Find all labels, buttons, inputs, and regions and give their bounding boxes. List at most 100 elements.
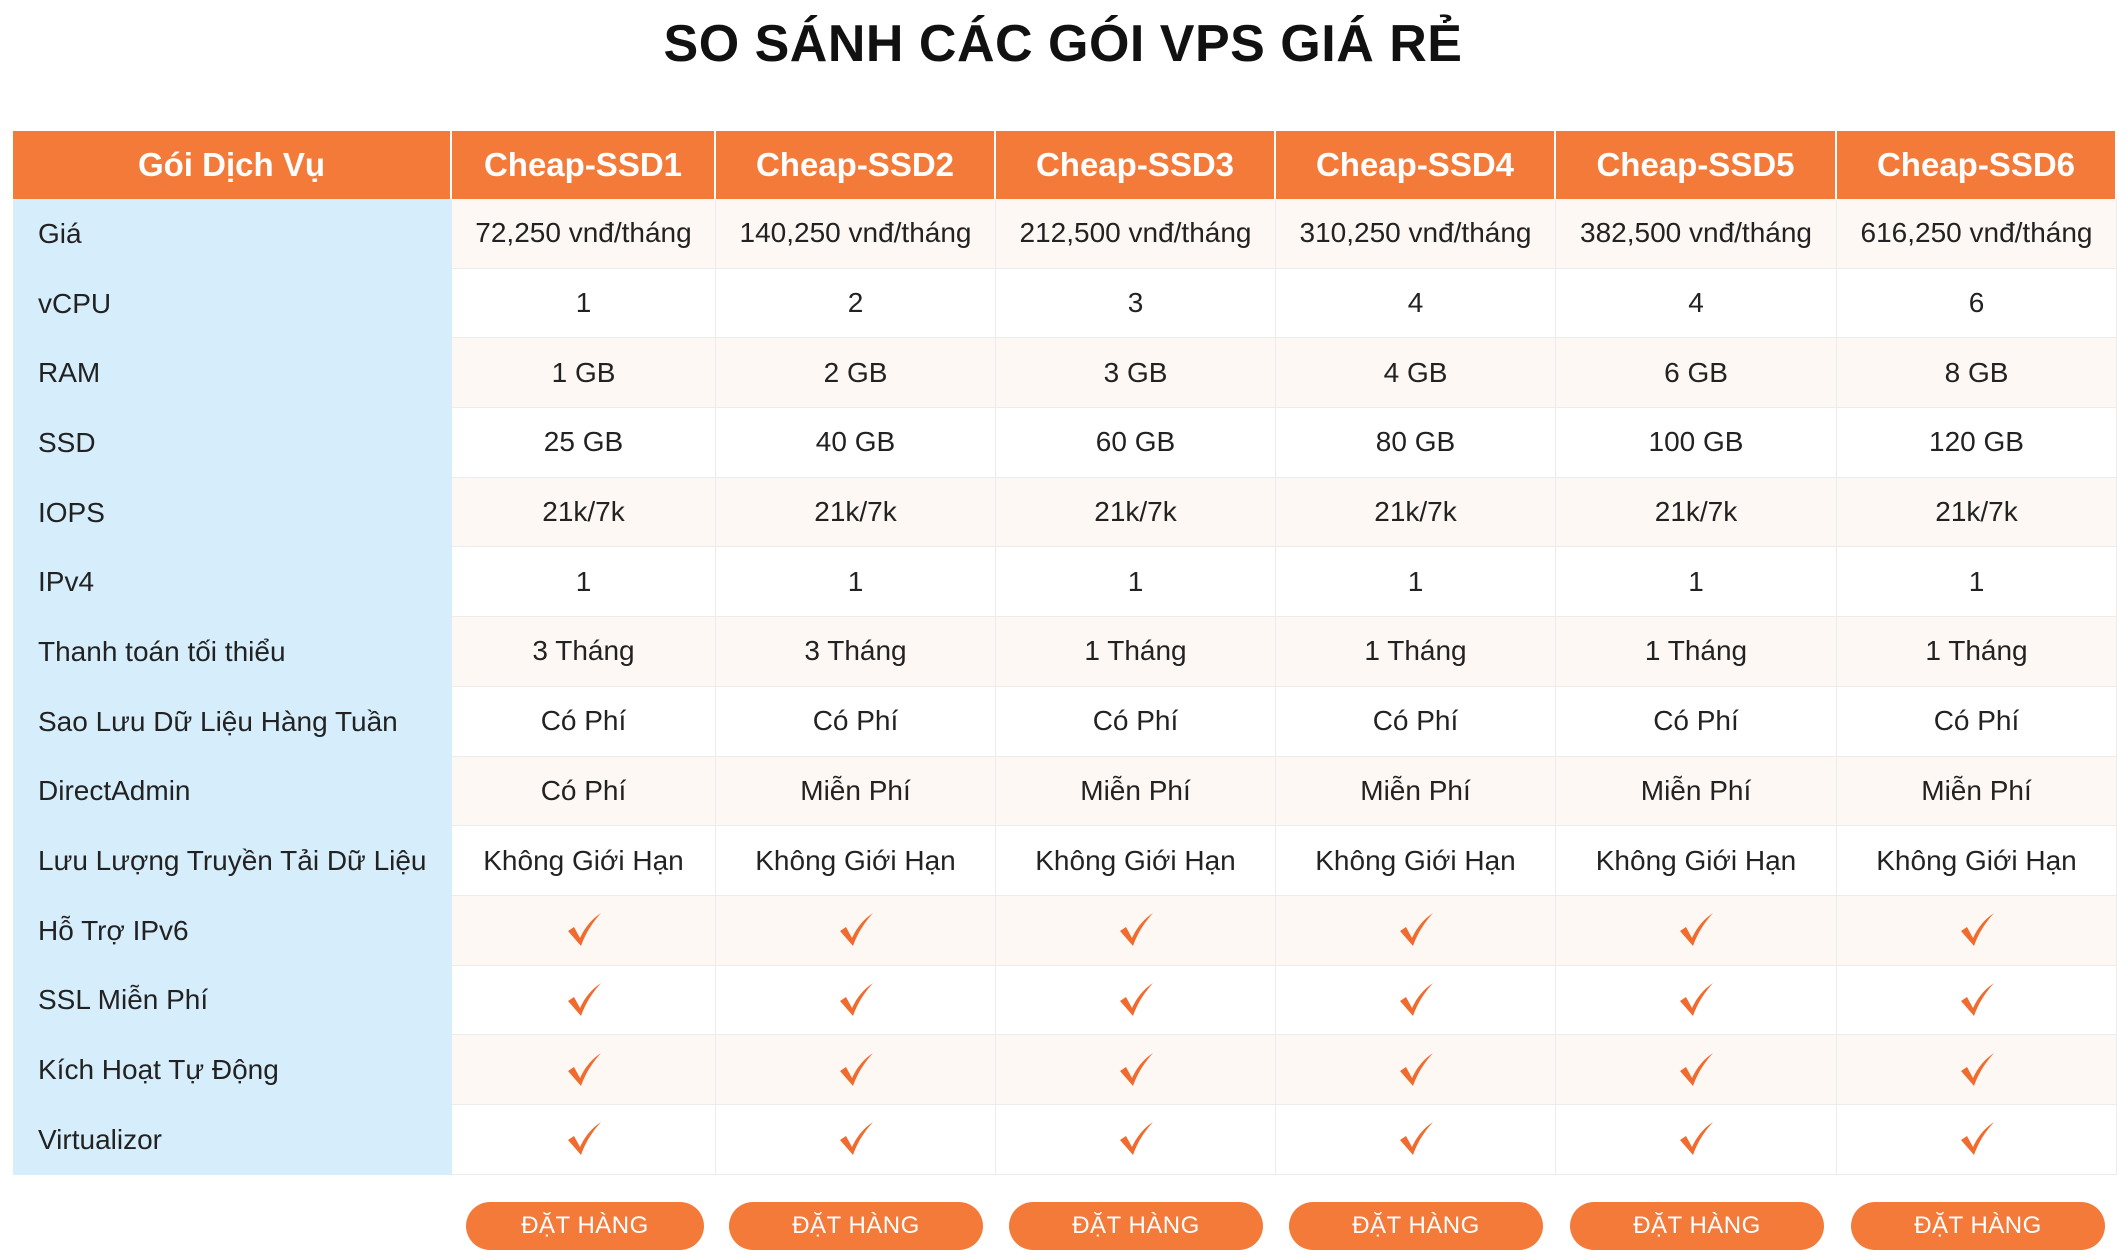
value-cell: 100 GB — [1556, 408, 1837, 478]
value-cell: 3 Tháng — [716, 617, 996, 687]
row-label: vCPU — [13, 268, 452, 339]
checkmark-icon — [1117, 912, 1155, 948]
feature-cell — [452, 1035, 716, 1105]
row-label: Hỗ Trợ IPv6 — [13, 895, 452, 966]
value-cell: 80 GB — [1276, 408, 1556, 478]
checkmark-icon — [837, 912, 875, 948]
comparison-table: Gói Dịch Vụ Cheap-SSD1 Cheap-SSD2 Cheap-SSD… — [13, 131, 2117, 1175]
checkmark-icon — [1677, 1121, 1715, 1157]
value-cell: 25 GB — [452, 408, 716, 478]
feature-cell — [1276, 895, 1556, 966]
feature-cell — [716, 1035, 996, 1105]
feature-cell — [1837, 1104, 2117, 1175]
row-label: IOPS — [13, 477, 452, 548]
order-button[interactable]: ĐẶT HÀNG — [1851, 1202, 2105, 1250]
row-label: DirectAdmin — [13, 756, 452, 827]
order-button[interactable]: ĐẶT HÀNG — [1289, 1202, 1543, 1250]
value-cell: 1 — [716, 547, 996, 618]
value-cell: Miễn Phí — [1556, 756, 1837, 827]
value-cell: Có Phí — [452, 756, 716, 827]
header-plan-name: Cheap-SSD2 — [716, 131, 996, 199]
value-cell: 140,250 vnđ/tháng — [716, 199, 996, 269]
checkmark-icon — [1677, 912, 1715, 948]
feature-cell — [452, 1104, 716, 1175]
value-cell: Không Giới Hạn — [452, 826, 716, 896]
row-label: RAM — [13, 338, 452, 409]
value-cell: 1 — [452, 547, 716, 618]
order-button[interactable]: ĐẶT HÀNG — [1009, 1202, 1263, 1250]
header-plan-name: Cheap-SSD5 — [1556, 131, 1837, 199]
row-label: SSL Miễn Phí — [13, 965, 452, 1036]
checkmark-icon — [565, 982, 603, 1018]
feature-cell — [452, 965, 716, 1036]
value-cell: 72,250 vnđ/tháng — [452, 199, 716, 269]
value-cell: Có Phí — [716, 686, 996, 757]
order-button[interactable]: ĐẶT HÀNG — [729, 1202, 983, 1250]
value-cell: Có Phí — [1276, 686, 1556, 757]
checkmark-icon — [837, 982, 875, 1018]
checkmark-icon — [1117, 1052, 1155, 1088]
value-cell: 60 GB — [996, 408, 1276, 478]
checkmark-icon — [565, 1052, 603, 1088]
value-cell: Không Giới Hạn — [996, 826, 1276, 896]
value-cell: 1 — [996, 547, 1276, 618]
page-title: SO SÁNH CÁC GÓI VPS GIÁ RẺ — [663, 15, 1463, 73]
feature-cell — [1556, 965, 1837, 1036]
value-cell: 1 — [1276, 547, 1556, 618]
feature-cell — [1556, 895, 1837, 966]
feature-cell — [1556, 1104, 1837, 1175]
value-cell: Miễn Phí — [716, 756, 996, 827]
value-cell: 3 GB — [996, 338, 1276, 409]
feature-cell — [1276, 1035, 1556, 1105]
value-cell: 1 Tháng — [1276, 617, 1556, 687]
value-cell: 21k/7k — [716, 477, 996, 548]
checkmark-icon — [1397, 982, 1435, 1018]
feature-cell — [1837, 1035, 2117, 1105]
checkmark-icon — [1958, 912, 1996, 948]
order-button[interactable]: ĐẶT HÀNG — [466, 1202, 704, 1250]
value-cell: Không Giới Hạn — [1837, 826, 2117, 896]
value-cell: Miễn Phí — [1276, 756, 1556, 827]
value-cell: Miễn Phí — [1837, 756, 2117, 827]
value-cell: 3 Tháng — [452, 617, 716, 687]
checkmark-icon — [1397, 1052, 1435, 1088]
feature-cell — [1837, 965, 2117, 1036]
checkmark-icon — [1958, 1052, 1996, 1088]
checkmark-icon — [1117, 1121, 1155, 1157]
value-cell: Không Giới Hạn — [716, 826, 996, 896]
header-plan-name: Cheap-SSD6 — [1837, 131, 2117, 199]
value-cell: 21k/7k — [452, 477, 716, 548]
row-label: Thanh toán tối thiểu — [13, 617, 452, 687]
value-cell: Không Giới Hạn — [1556, 826, 1837, 896]
value-cell: 21k/7k — [1837, 477, 2117, 548]
value-cell: 21k/7k — [996, 477, 1276, 548]
value-cell: 212,500 vnđ/tháng — [996, 199, 1276, 269]
value-cell: Không Giới Hạn — [1276, 826, 1556, 896]
checkmark-icon — [1397, 1121, 1435, 1157]
feature-cell — [1837, 895, 2117, 966]
value-cell: 1 — [1837, 547, 2117, 618]
value-cell: 8 GB — [1837, 338, 2117, 409]
value-cell: 1 — [1556, 547, 1837, 618]
value-cell: 616,250 vnđ/tháng — [1837, 199, 2117, 269]
value-cell: 2 GB — [716, 338, 996, 409]
feature-cell — [996, 895, 1276, 966]
order-buttons-row: ĐẶT HÀNG ĐẶT HÀNG ĐẶT HÀNG ĐẶT HÀNG ĐẶT HÀNG… — [0, 1202, 2126, 1250]
order-button[interactable]: ĐẶT HÀNG — [1570, 1202, 1824, 1250]
feature-cell — [996, 965, 1276, 1036]
checkmark-icon — [1677, 982, 1715, 1018]
checkmark-icon — [837, 1121, 875, 1157]
feature-cell — [1276, 965, 1556, 1036]
value-cell: 120 GB — [1837, 408, 2117, 478]
value-cell: 382,500 vnđ/tháng — [1556, 199, 1837, 269]
row-label: Giá — [13, 199, 452, 269]
feature-cell — [716, 965, 996, 1036]
value-cell: 4 — [1276, 268, 1556, 339]
value-cell: 40 GB — [716, 408, 996, 478]
value-cell: 6 GB — [1556, 338, 1837, 409]
feature-cell — [1556, 1035, 1837, 1105]
value-cell: Miễn Phí — [996, 756, 1276, 827]
value-cell: Có Phí — [452, 686, 716, 757]
value-cell: 310,250 vnđ/tháng — [1276, 199, 1556, 269]
value-cell: Có Phí — [1556, 686, 1837, 757]
